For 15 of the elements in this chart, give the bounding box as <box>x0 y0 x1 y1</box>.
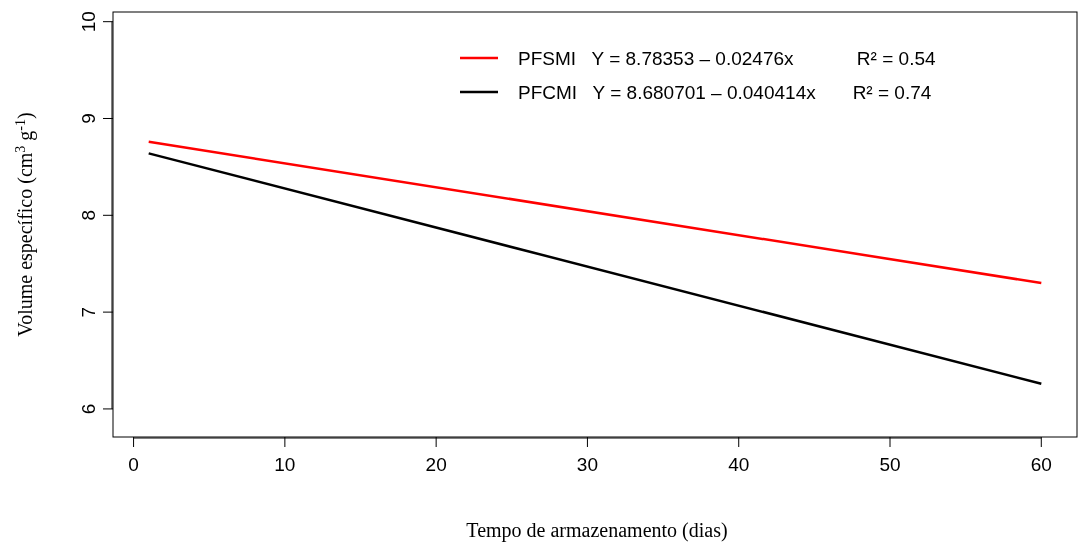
x-tick-label: 10 <box>274 454 296 475</box>
x-tick-label: 0 <box>128 454 139 475</box>
y-tick-label: 7 <box>78 306 99 318</box>
x-tick-label: 30 <box>576 454 599 475</box>
x-tick-label: 20 <box>425 454 447 475</box>
y-tick-label: 8 <box>78 210 99 221</box>
x-axis-title: Tempo de armazenamento (dias) <box>466 519 728 542</box>
y-tick-label: 10 <box>78 11 99 33</box>
x-tick-label: 60 <box>1030 454 1052 475</box>
x-tick-label: 50 <box>879 454 901 475</box>
legend-label: PFSMI Y = 8.78353 – 0.02476x R² = 0.54 <box>518 48 936 69</box>
x-tick-label: 40 <box>728 454 750 475</box>
y-tick-label: 6 <box>78 403 99 415</box>
y-tick-label: 9 <box>78 113 99 124</box>
legend-label: PFCMI Y = 8.680701 – 0.040414x R² = 0.74 <box>518 82 932 103</box>
